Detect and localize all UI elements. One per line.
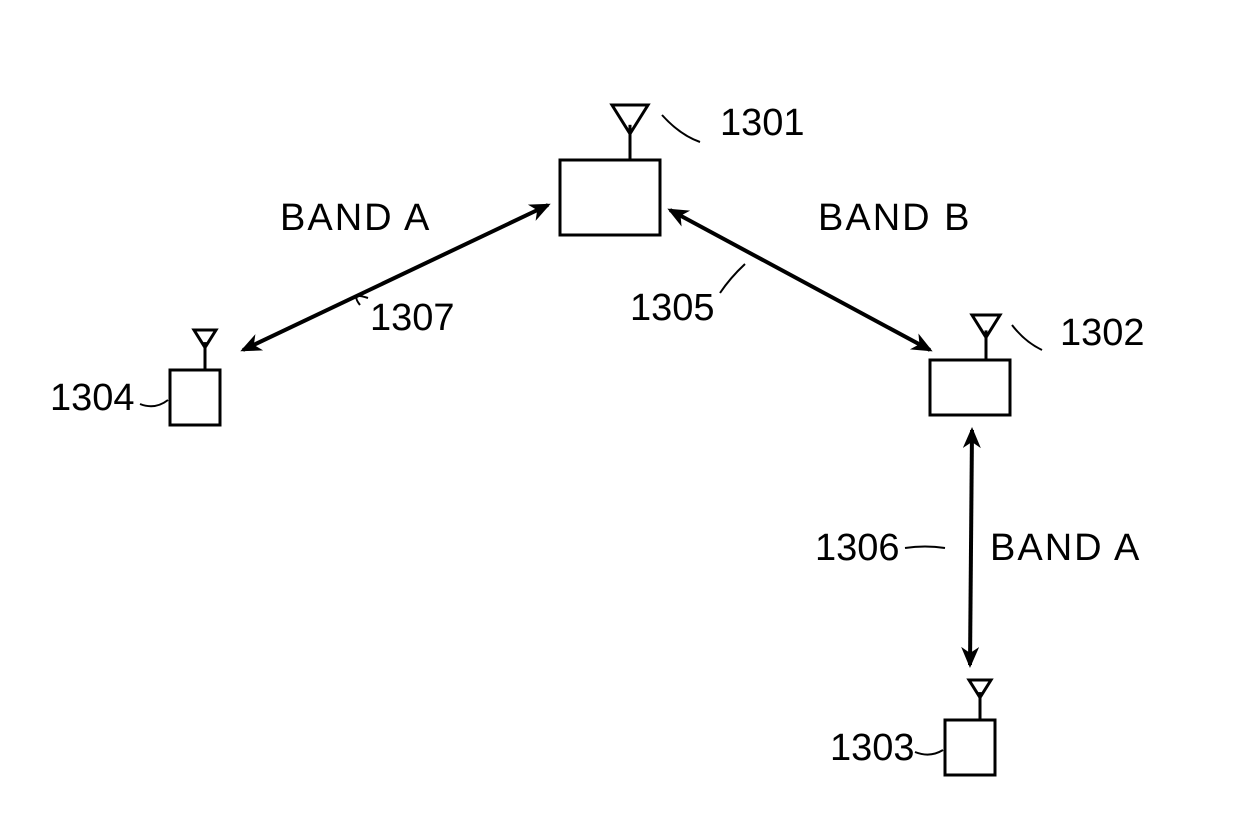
l1307: BAND A 1307	[243, 197, 548, 350]
n1304: 1304	[50, 330, 220, 425]
l1306: BAND A 1306	[815, 430, 1141, 665]
l1307-ref: 1307	[370, 297, 455, 339]
n1302-ref: 1302	[1060, 312, 1145, 354]
antenna-icon	[969, 680, 991, 698]
l1305-band-label: BAND B	[818, 197, 971, 239]
l1306-band-label: BAND A	[990, 527, 1141, 569]
network-diagram: 1301130213031304BAND A1307BAND B1305BAND…	[0, 0, 1240, 832]
n1301-ref: 1301	[720, 102, 805, 144]
link-arrow	[970, 430, 972, 665]
antenna-icon	[194, 330, 216, 348]
n1303-ref: 1303	[830, 727, 915, 769]
l1305: BAND B 1305	[630, 197, 971, 350]
l1307-band-label: BAND A	[280, 197, 431, 239]
n1303: 1303	[830, 680, 995, 775]
l1305-ref: 1305	[630, 287, 715, 329]
l1306-ref: 1306	[815, 527, 900, 569]
n1304-ref: 1304	[50, 377, 135, 419]
n1302: 1302	[930, 312, 1145, 415]
